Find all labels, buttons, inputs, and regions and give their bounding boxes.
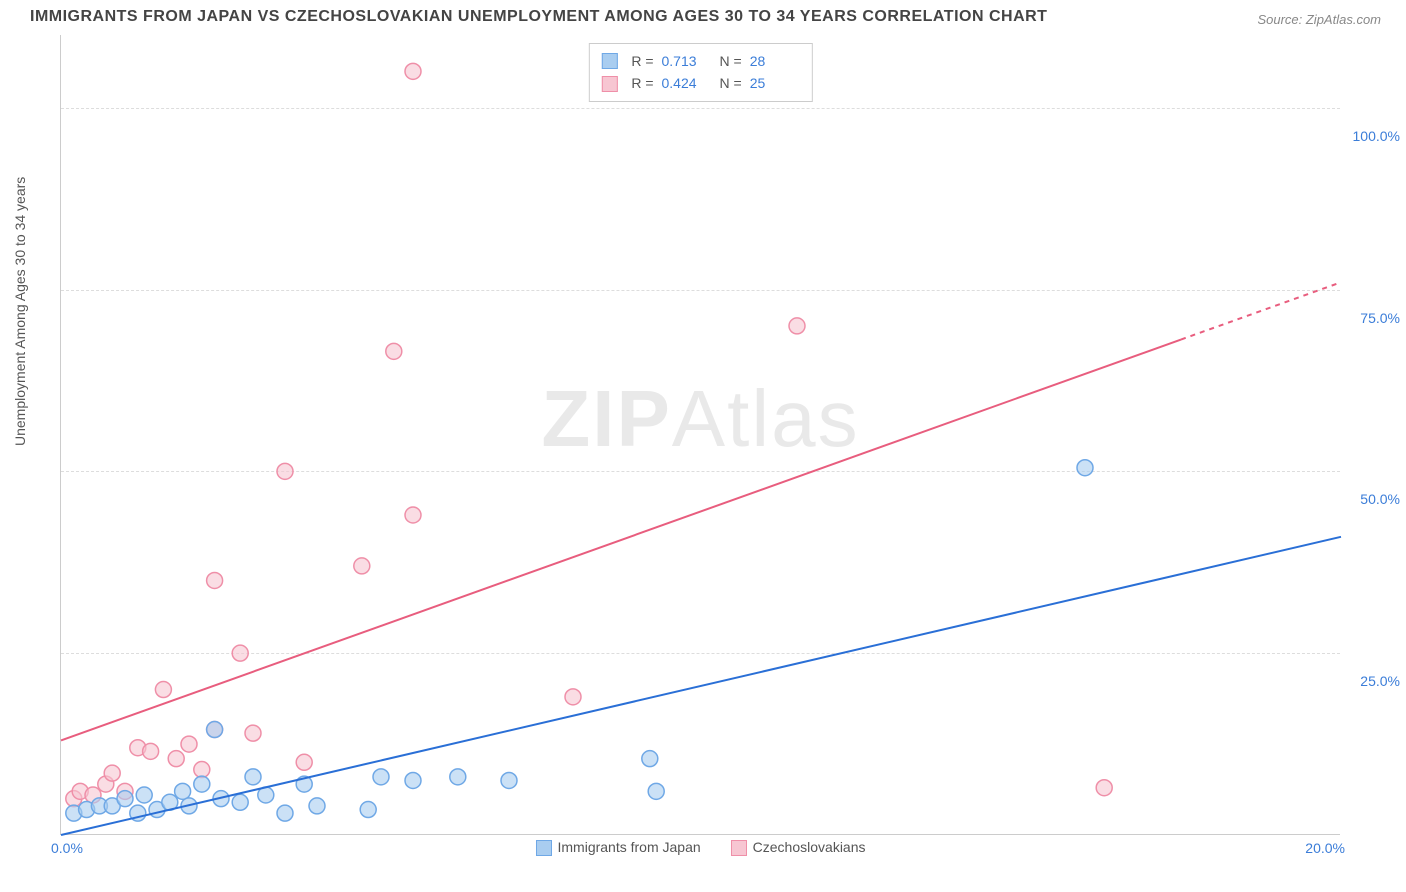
chart-title: IMMIGRANTS FROM JAPAN VS CZECHOSLOVAKIAN… — [30, 8, 1047, 26]
n-value-1: 28 — [750, 50, 800, 72]
x-tick-min: 0.0% — [51, 840, 83, 856]
legend-label-2: Czechoslovakians — [753, 839, 866, 855]
legend-item-1: Immigrants from Japan — [535, 839, 700, 856]
swatch-series-1 — [601, 53, 617, 69]
legend-label-1: Immigrants from Japan — [557, 839, 700, 855]
n-value-2: 25 — [750, 72, 800, 94]
swatch-series-2 — [601, 76, 617, 92]
y-axis-label: Unemployment Among Ages 30 to 34 years — [12, 177, 28, 446]
x-tick-max: 20.0% — [1305, 840, 1345, 856]
legend-row-2: R = 0.424 N = 25 — [601, 72, 799, 94]
y-tick-label: 75.0% — [1345, 310, 1400, 326]
y-tick-label: 100.0% — [1345, 128, 1400, 144]
correlation-legend: R = 0.713 N = 28 R = 0.424 N = 25 — [588, 43, 812, 102]
y-tick-label: 50.0% — [1345, 491, 1400, 507]
r-value-1: 0.713 — [662, 50, 712, 72]
series-legend: Immigrants from Japan Czechoslovakians — [535, 839, 865, 856]
r-label: R = — [631, 50, 653, 72]
r-label-2: R = — [631, 72, 653, 94]
y-tick-label: 25.0% — [1345, 673, 1400, 689]
swatch-1-icon — [535, 840, 551, 856]
plot-area: ZIPAtlas R = 0.713 N = 28 R = 0.424 N = … — [60, 35, 1340, 835]
n-label-2: N = — [720, 72, 742, 94]
r-value-2: 0.424 — [662, 72, 712, 94]
legend-row-1: R = 0.713 N = 28 — [601, 50, 799, 72]
source-credit: Source: ZipAtlas.com — [1257, 12, 1381, 27]
swatch-2-icon — [731, 840, 747, 856]
legend-item-2: Czechoslovakians — [731, 839, 866, 856]
chart-svg — [61, 35, 1340, 834]
n-label: N = — [720, 50, 742, 72]
